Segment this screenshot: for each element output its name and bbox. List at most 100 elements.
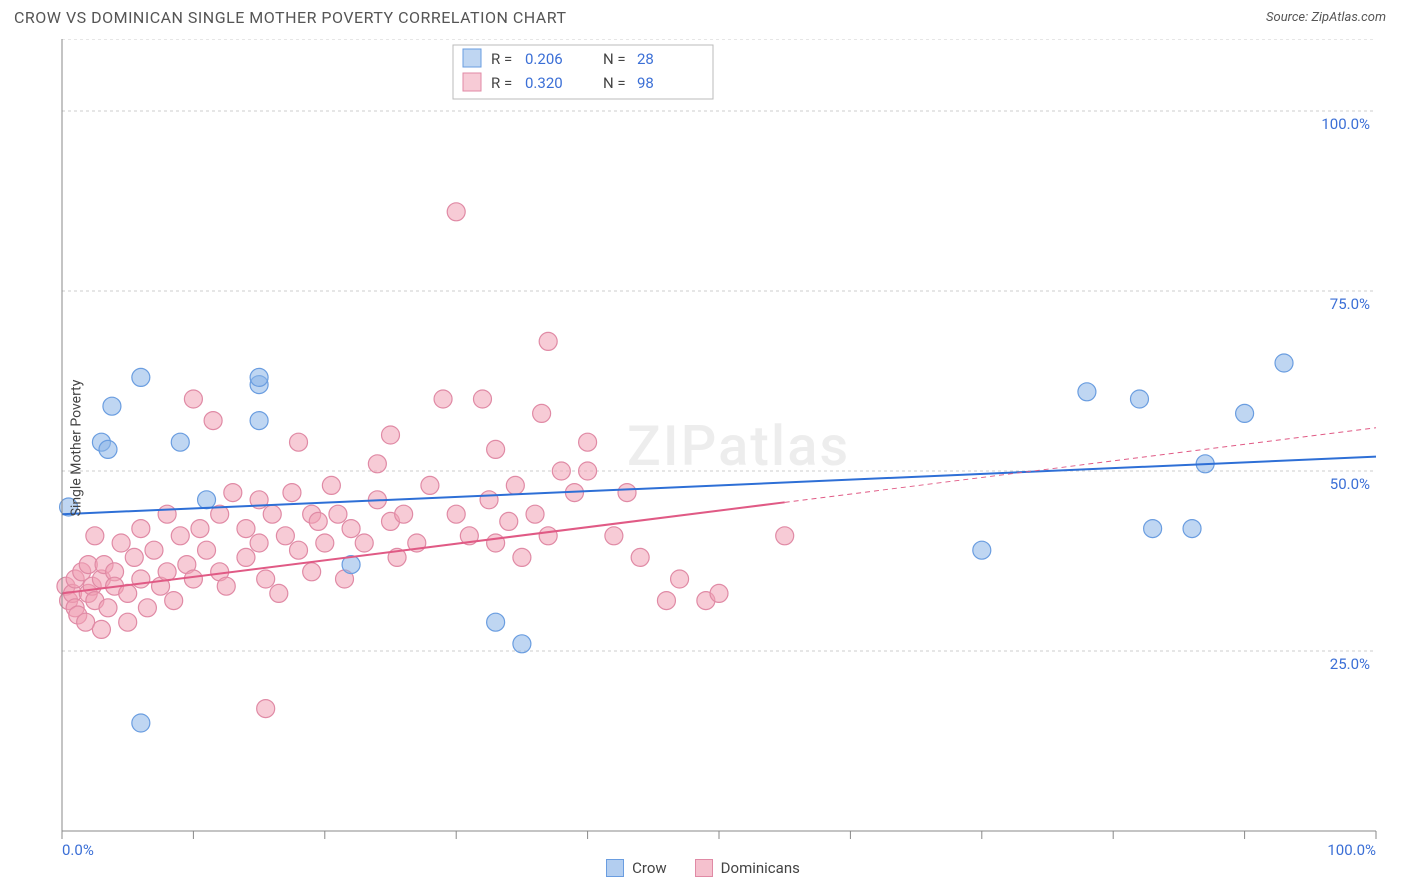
legend-r-value-dominicans: 0.320 [525,74,563,92]
data-point-dominicans [487,534,505,552]
data-point-dominicans [480,491,498,509]
data-point-crow [1183,520,1201,538]
x-tick-label: 100.0% [1327,841,1376,857]
data-point-dominicans [132,520,150,538]
data-point-dominicans [217,577,235,595]
trendline-dominicans-extrapolated [785,428,1376,503]
data-point-crow [487,613,505,631]
data-point-dominicans [671,570,689,588]
legend-item-dominicans: Dominicans [695,859,800,877]
data-point-dominicans [270,584,288,602]
data-point-dominicans [158,505,176,523]
data-point-dominicans [421,476,439,494]
chart-title: CROW VS DOMINICAN SINGLE MOTHER POVERTY … [14,8,567,27]
data-point-dominicans [290,541,308,559]
data-point-dominicans [119,584,137,602]
data-point-dominicans [473,390,491,408]
y-tick-label: 25.0% [1330,655,1370,673]
x-tick-label: 0.0% [62,841,94,857]
data-point-dominicans [309,512,327,530]
y-axis-label: Single Mother Poverty [68,380,84,517]
legend-swatch-dominicans [695,859,713,877]
data-point-dominicans [99,599,117,617]
data-point-dominicans [191,520,209,538]
data-point-crow [1078,383,1096,401]
data-point-dominicans [86,527,104,545]
data-point-crow [1144,520,1162,538]
data-point-dominicans [92,620,110,638]
data-point-crow [513,635,531,653]
data-point-dominicans [138,599,156,617]
data-point-dominicans [434,390,452,408]
data-point-dominicans [257,700,275,718]
data-point-dominicans [250,534,268,552]
data-point-dominicans [487,440,505,458]
data-point-crow [171,433,189,451]
watermark: ZIPatlas [627,413,850,479]
data-point-dominicans [263,505,281,523]
legend-label-dominicans: Dominicans [721,859,800,877]
data-point-dominicans [368,455,386,473]
data-point-dominicans [506,476,524,494]
data-point-crow [132,368,150,386]
data-point-dominicans [145,541,163,559]
source-prefix: Source: [1266,10,1311,25]
data-point-dominicans [198,541,216,559]
data-point-dominicans [605,527,623,545]
data-point-dominicans [329,505,347,523]
data-point-dominicans [184,570,202,588]
data-point-dominicans [539,527,557,545]
data-point-crow [1236,404,1254,422]
data-point-dominicans [112,534,130,552]
legend-bottom: Crow Dominicans [0,857,1406,881]
data-point-dominicans [513,548,531,566]
data-point-crow [198,491,216,509]
data-point-crow [1130,390,1148,408]
data-point-crow [973,541,991,559]
data-point-dominicans [618,484,636,502]
chart-container: Single Mother Poverty 25.0%50.0%75.0%100… [14,39,1392,857]
data-point-dominicans [539,332,557,350]
source-name: ZipAtlas.com [1311,10,1386,25]
source-attribution: Source: ZipAtlas.com [1266,10,1386,25]
data-point-dominicans [710,584,728,602]
data-point-dominicans [158,563,176,581]
data-point-dominicans [355,534,373,552]
data-point-crow [132,714,150,732]
data-point-dominicans [204,412,222,430]
data-point-dominicans [224,484,242,502]
data-point-dominicans [579,433,597,451]
data-point-dominicans [322,476,340,494]
legend-swatch-crow [463,49,481,67]
data-point-dominicans [125,548,143,566]
data-point-dominicans [533,404,551,422]
scatter-chart: 25.0%50.0%75.0%100.0%ZIPatlas0.0%100.0%R… [14,39,1392,857]
data-point-dominicans [776,527,794,545]
data-point-dominicans [184,390,202,408]
legend-label-crow: Crow [632,859,667,877]
data-point-dominicans [342,520,360,538]
data-point-crow [250,412,268,430]
legend-n-value-crow: 28 [637,50,654,68]
data-point-dominicans [447,505,465,523]
legend-r-value-crow: 0.206 [525,50,563,68]
data-point-dominicans [657,592,675,610]
data-point-dominicans [237,548,255,566]
legend-n-value-dominicans: 98 [637,74,654,92]
data-point-crow [1275,354,1293,372]
data-point-crow [99,440,117,458]
data-point-dominicans [276,527,294,545]
data-point-dominicans [500,512,518,530]
y-tick-label: 50.0% [1330,475,1370,493]
data-point-dominicans [303,563,321,581]
data-point-dominicans [237,520,255,538]
data-point-dominicans [447,203,465,221]
data-point-dominicans [395,505,413,523]
legend-r-label: R = [491,74,512,92]
data-point-dominicans [257,570,275,588]
data-point-dominicans [579,462,597,480]
y-tick-label: 100.0% [1321,115,1370,133]
data-point-dominicans [171,527,189,545]
data-point-dominicans [631,548,649,566]
legend-r-label: R = [491,50,512,68]
